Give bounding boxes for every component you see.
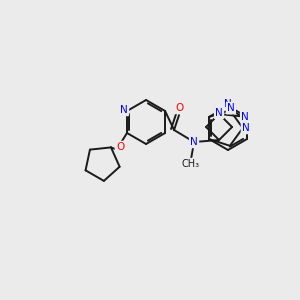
Text: CH₃: CH₃: [182, 159, 200, 169]
Text: N: N: [227, 103, 235, 113]
Text: N: N: [190, 137, 198, 147]
Text: N: N: [120, 105, 128, 115]
Text: O: O: [175, 103, 183, 113]
Text: N: N: [215, 108, 223, 118]
Text: N: N: [242, 123, 250, 133]
Text: N: N: [241, 112, 249, 122]
Text: N: N: [224, 99, 232, 109]
Text: O: O: [116, 142, 124, 152]
